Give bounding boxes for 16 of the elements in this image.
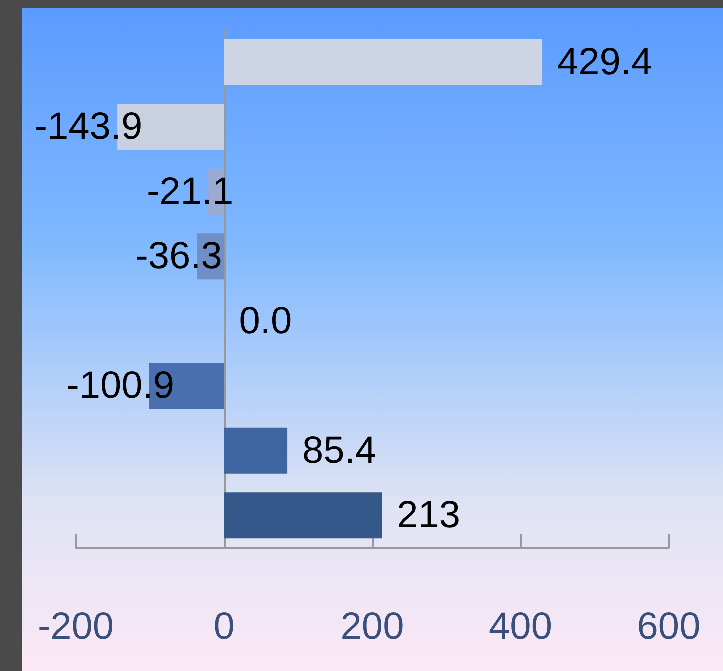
bar xyxy=(224,428,288,474)
data-label: 213 xyxy=(397,494,461,537)
bar xyxy=(224,39,543,86)
bar xyxy=(224,492,382,539)
data-label: -36.3 xyxy=(136,236,222,278)
x-tick-label: 200 xyxy=(340,606,404,648)
data-label: -100.9 xyxy=(66,365,174,408)
data-label: -21.1 xyxy=(146,170,234,213)
x-tick-label: 600 xyxy=(637,606,701,648)
x-tick-label: 0 xyxy=(214,606,235,648)
data-label: 0.0 xyxy=(239,300,292,342)
data-label: -143.9 xyxy=(34,106,143,148)
data-label: 85.4 xyxy=(302,430,377,472)
x-tick-label: 400 xyxy=(489,606,552,648)
data-label: 429.4 xyxy=(558,41,653,84)
x-tick-label: -200 xyxy=(38,606,114,648)
